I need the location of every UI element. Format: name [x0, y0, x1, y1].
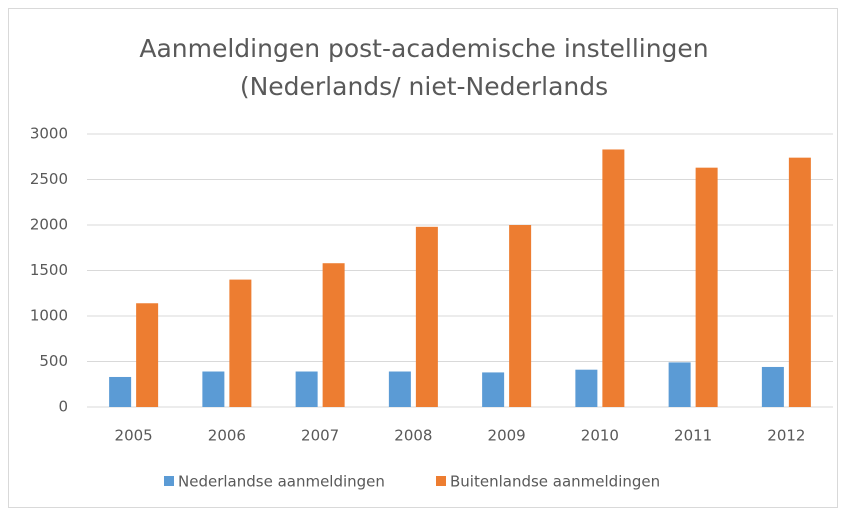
- y-tick-label: 3000: [30, 125, 68, 143]
- y-tick-label: 2500: [30, 170, 68, 188]
- y-tick-label: 1000: [30, 307, 68, 325]
- bar: [295, 371, 318, 407]
- x-tick-label: 2006: [208, 427, 246, 445]
- bar: [229, 279, 252, 407]
- y-tick-label: 500: [39, 352, 68, 370]
- legend-swatch: [164, 476, 174, 486]
- x-tick-label: 2012: [767, 427, 805, 445]
- chart-title: (Nederlands/ niet-Nederlands: [240, 72, 608, 101]
- y-tick-label: 2000: [30, 216, 68, 234]
- chart-title: Aanmeldingen post-academische instelling…: [139, 34, 708, 63]
- y-tick-label: 0: [58, 398, 68, 416]
- legend-swatch: [436, 476, 446, 486]
- legend-label: Buitenlandse aanmeldingen: [450, 473, 660, 491]
- x-tick-label: 2009: [488, 427, 526, 445]
- bar: [482, 372, 505, 407]
- x-tick-label: 2007: [301, 427, 339, 445]
- bar: [602, 149, 625, 407]
- bar: [202, 371, 225, 407]
- bar: [109, 376, 132, 407]
- bar: [509, 225, 532, 407]
- bar: [322, 263, 345, 407]
- x-tick-label: 2008: [394, 427, 432, 445]
- legend-label: Nederlandse aanmeldingen: [178, 473, 385, 491]
- bar: [388, 371, 411, 407]
- bar: [668, 362, 691, 407]
- x-tick-label: 2005: [115, 427, 153, 445]
- bar: [415, 226, 438, 407]
- bar: [788, 157, 811, 407]
- y-tick-label: 1500: [30, 261, 68, 279]
- bar: [761, 366, 784, 407]
- x-tick-label: 2011: [674, 427, 712, 445]
- bar: [695, 167, 718, 407]
- x-tick-label: 2010: [581, 427, 619, 445]
- bar: [136, 303, 159, 407]
- bar: [575, 369, 598, 407]
